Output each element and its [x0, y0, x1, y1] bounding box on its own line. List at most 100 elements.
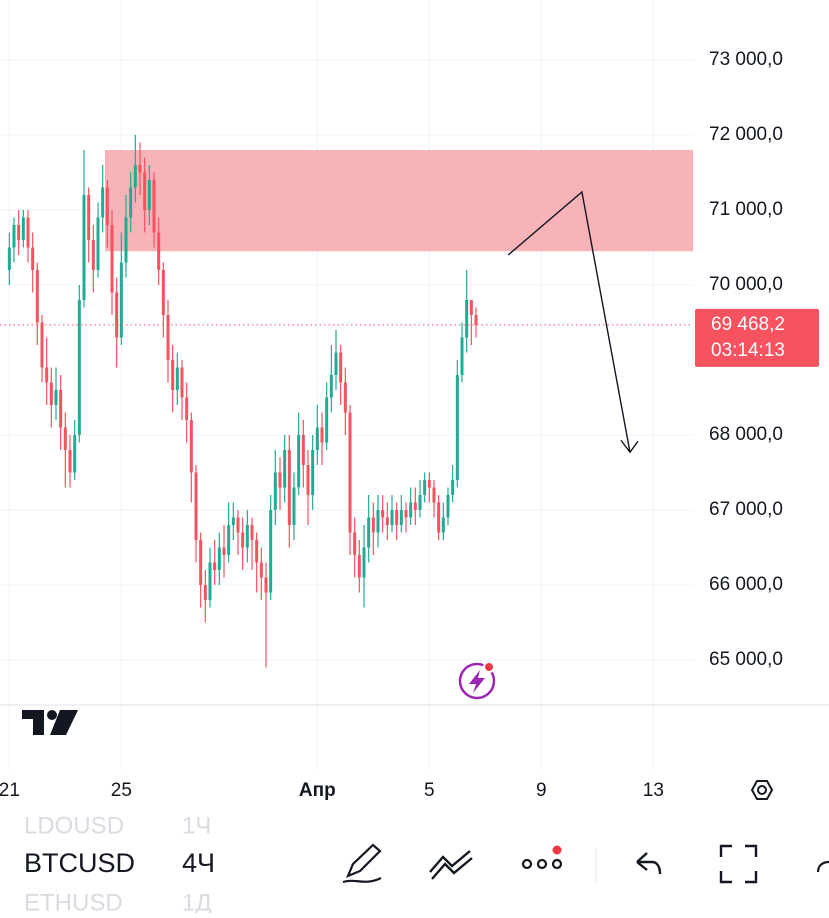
candle-body: [264, 577, 268, 593]
candle-body: [455, 375, 459, 480]
candle-body: [45, 367, 49, 383]
candle-body: [325, 397, 329, 443]
candle-body: [427, 480, 431, 488]
candle-body: [157, 232, 161, 270]
indicators-icon[interactable]: [429, 850, 473, 880]
candle-body: [446, 495, 450, 518]
candle-body: [255, 540, 259, 563]
candle-body: [241, 532, 245, 548]
x-tick-label: 5: [424, 780, 435, 801]
settings-icon[interactable]: [750, 780, 774, 800]
candle-body: [469, 300, 473, 315]
candle-body: [82, 195, 86, 300]
candle-body: [320, 427, 324, 443]
candle-body: [343, 382, 347, 413]
candle-body: [418, 495, 422, 510]
candle-body: [222, 547, 226, 555]
y-tick-label: 72 000,0: [709, 124, 783, 145]
candle-body: [17, 225, 21, 240]
candle-body: [287, 450, 291, 525]
symbol[interactable]: ETHUSD: [24, 889, 123, 916]
y-tick-label: 70 000,0: [709, 274, 783, 295]
interval[interactable]: 1Ч: [182, 812, 211, 839]
candle-body: [301, 435, 305, 465]
interval[interactable]: 4Ч: [182, 848, 215, 878]
candle-body: [227, 525, 231, 555]
candle-body: [129, 187, 133, 218]
y-tick-label: 68 000,0: [709, 424, 783, 445]
x-tick-label: 21: [0, 780, 20, 801]
candle-body: [87, 195, 91, 240]
candle-body: [105, 187, 109, 225]
candle-body: [399, 510, 403, 525]
candle-body: [26, 217, 30, 248]
draw-icon[interactable]: [342, 843, 382, 884]
alert-icon[interactable]: [458, 661, 496, 700]
candle-body: [311, 450, 315, 495]
candle-body: [96, 217, 100, 270]
candle-body: [68, 450, 72, 473]
candle-body: [110, 225, 114, 293]
candle-body: [362, 547, 366, 578]
countdown-label: 03:14:13: [711, 340, 785, 361]
candle-body: [376, 510, 380, 533]
candle-body: [404, 510, 408, 518]
logo: [22, 710, 78, 735]
candle-body: [231, 517, 235, 525]
more-tools-icon[interactable]: [816, 860, 829, 873]
symbol[interactable]: BTCUSD: [24, 848, 135, 878]
resistance-zone: [105, 150, 693, 252]
candle-body: [437, 502, 441, 533]
candle-body: [273, 472, 277, 510]
candle-body: [334, 352, 338, 375]
more-icon[interactable]: [521, 845, 563, 870]
candle-body: [385, 517, 389, 525]
candle-body: [423, 480, 427, 495]
candle-body: [395, 510, 399, 525]
candle-body: [54, 390, 58, 405]
y-tick-label: 67 000,0: [709, 499, 783, 520]
x-tick-label: Апр: [299, 780, 336, 801]
fullscreen-icon[interactable]: [719, 844, 758, 884]
candle-body: [315, 427, 319, 450]
candle-body: [269, 510, 273, 593]
last-price-badge: [695, 308, 819, 367]
candle-body: [7, 247, 11, 270]
candle-body: [432, 487, 436, 503]
candle-body: [12, 225, 16, 248]
candle-body: [152, 180, 156, 233]
candle-body: [143, 172, 147, 210]
last-price-label: 69 468,2: [711, 314, 785, 335]
symbol[interactable]: LDOUSD: [24, 812, 124, 839]
candle-body: [185, 397, 189, 420]
candle-body: [357, 555, 361, 578]
candle-body: [213, 562, 217, 570]
candle-body: [413, 502, 417, 510]
x-tick-label: 13: [643, 780, 664, 801]
y-tick-label: 66 000,0: [709, 574, 783, 595]
candle-body: [306, 465, 310, 495]
undo-icon[interactable]: [636, 852, 662, 875]
candle-body: [161, 270, 165, 315]
candle-body: [367, 517, 371, 548]
interval[interactable]: 1Д: [182, 889, 212, 916]
arrow-head: [620, 439, 639, 454]
candle-body: [451, 480, 455, 495]
candle-body: [371, 517, 375, 533]
candle-body: [292, 487, 296, 525]
candle-body: [381, 510, 385, 518]
candle-body: [77, 300, 81, 435]
candle-body: [217, 547, 221, 570]
y-tick-label: 73 000,0: [709, 49, 783, 70]
candle-body: [91, 240, 95, 270]
x-tick-label: 9: [536, 780, 547, 801]
candle-body: [250, 525, 254, 540]
candle-body: [40, 322, 44, 368]
candle-body: [203, 585, 207, 600]
candle-body: [59, 390, 63, 428]
candle-body: [49, 382, 53, 405]
candle-body: [297, 435, 301, 488]
candle-body: [329, 375, 333, 398]
candle-body: [171, 360, 175, 390]
